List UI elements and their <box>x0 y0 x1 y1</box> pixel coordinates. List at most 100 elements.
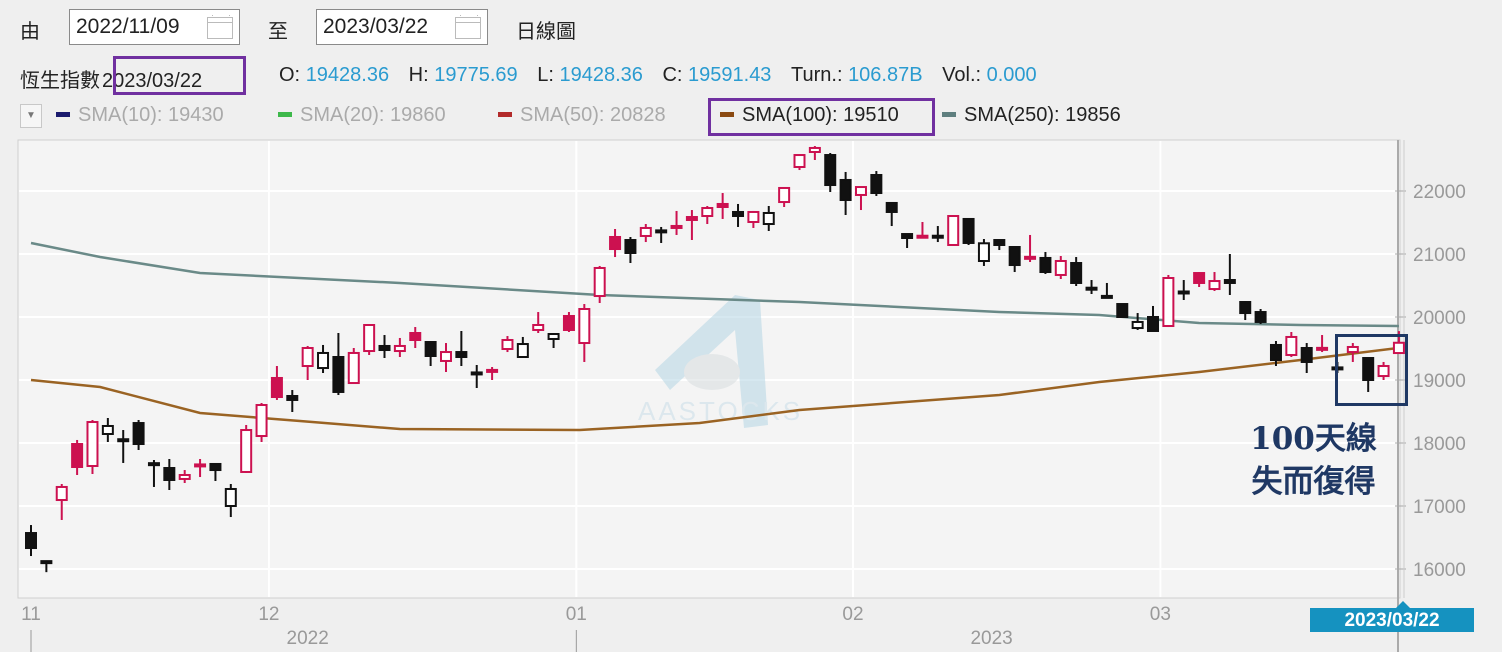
calendar-icon[interactable] <box>455 15 481 39</box>
sma250-line <box>30 241 1399 328</box>
candle <box>854 186 867 211</box>
candle-body <box>209 462 222 472</box>
quote-row: 恆生指數 2023/03/22 <box>20 64 202 93</box>
to-date-value: 2023/03/22 <box>323 15 429 38</box>
candle-body <box>240 429 253 473</box>
to-date-input[interactable]: 2023/03/22 <box>316 9 488 45</box>
candle <box>778 186 791 208</box>
candle-body <box>501 338 514 351</box>
candle <box>655 226 668 243</box>
candle <box>501 336 514 353</box>
candle <box>240 424 253 473</box>
candle <box>1054 256 1067 280</box>
candle-body <box>1254 311 1267 323</box>
candle <box>117 430 130 463</box>
x-tick-label: 02 <box>842 604 863 625</box>
candle-body <box>670 224 683 229</box>
candle <box>363 323 376 355</box>
chart-type-label[interactable]: 日線圖 <box>516 21 576 43</box>
calendar-icon[interactable] <box>207 15 233 39</box>
candle-body <box>532 324 545 331</box>
candle-body <box>839 178 852 202</box>
year-label: 2023 <box>970 628 1012 649</box>
legend-label: SMA(20): 19860 <box>300 104 446 126</box>
candle-body <box>854 186 867 196</box>
candle-body <box>1346 345 1359 354</box>
candle-body <box>132 422 145 446</box>
candle-body <box>808 146 821 154</box>
candle <box>931 226 944 243</box>
candle <box>163 459 176 490</box>
candle <box>547 333 560 348</box>
ohlc-values: O: 19428.36 H: 19775.69 L: 19428.36 C: 1… <box>279 64 1037 87</box>
candle <box>916 221 929 239</box>
candle-body <box>378 344 391 352</box>
y-tick-label: 21000 <box>1413 245 1466 266</box>
candle-body <box>409 332 422 341</box>
candle-body <box>1331 366 1344 371</box>
legend-label: SMA(100): 19510 <box>742 104 899 126</box>
candle <box>178 470 191 484</box>
low-label: L: <box>537 64 554 86</box>
candle <box>516 336 529 359</box>
legend-sma250[interactable]: SMA(250): 19856 <box>942 104 1121 127</box>
from-date-input[interactable]: 2022/11/09 <box>69 9 240 45</box>
legend-dropdown-toggle[interactable]: ▼ <box>20 104 42 128</box>
candle-body <box>1162 277 1175 328</box>
candle-body <box>593 266 606 298</box>
candle <box>1377 361 1390 380</box>
candle <box>839 171 852 216</box>
candle <box>1100 282 1113 299</box>
candle-body <box>178 474 191 480</box>
candle <box>86 420 99 474</box>
candle-body <box>1070 262 1083 284</box>
candle <box>1346 343 1359 362</box>
watermark-logo-cloud <box>684 354 740 390</box>
candle-body <box>1100 294 1113 299</box>
candle <box>1008 246 1021 273</box>
candle-body <box>286 395 299 401</box>
candle-body <box>101 424 114 435</box>
candle-body <box>639 226 652 237</box>
candle-body <box>762 211 775 226</box>
legend-swatch <box>498 111 512 117</box>
candle-body <box>716 202 729 209</box>
candle-body <box>870 173 883 195</box>
candle-body <box>317 351 330 370</box>
candle-body <box>270 376 283 399</box>
candle <box>762 205 775 232</box>
candle-body <box>1316 346 1329 351</box>
candle-body <box>1147 316 1160 332</box>
candle-body <box>1269 343 1282 362</box>
candle <box>993 239 1006 251</box>
to-label: 至 <box>268 21 288 43</box>
candle-body <box>439 351 452 362</box>
candle <box>1085 280 1098 295</box>
candle-body <box>1085 286 1098 291</box>
candle <box>624 236 637 264</box>
candle-body <box>1008 246 1021 267</box>
candle <box>732 203 745 227</box>
candle <box>224 484 237 518</box>
candle-body <box>655 229 668 234</box>
candle <box>793 154 806 171</box>
candle-body <box>332 356 345 393</box>
watermark-logo <box>655 295 768 428</box>
year-label: 2022 <box>287 628 329 649</box>
candle-body <box>747 210 760 223</box>
candle <box>1162 274 1175 328</box>
legend-sma10[interactable]: SMA(10): 19430 <box>56 104 224 127</box>
legend-sma50[interactable]: SMA(50): 20828 <box>498 104 666 127</box>
candle-body <box>455 351 468 359</box>
candle <box>609 228 622 258</box>
legend-sma20[interactable]: SMA(20): 19860 <box>278 104 446 127</box>
candle <box>393 337 406 358</box>
sma100-line <box>30 346 1400 432</box>
candle-body <box>1039 256 1052 274</box>
candle-body <box>1024 255 1037 260</box>
candle-body <box>486 368 499 373</box>
y-tick-label: 17000 <box>1413 497 1466 518</box>
legend-sma100[interactable]: SMA(100): 19510 <box>720 104 899 127</box>
candle-body <box>163 467 176 481</box>
